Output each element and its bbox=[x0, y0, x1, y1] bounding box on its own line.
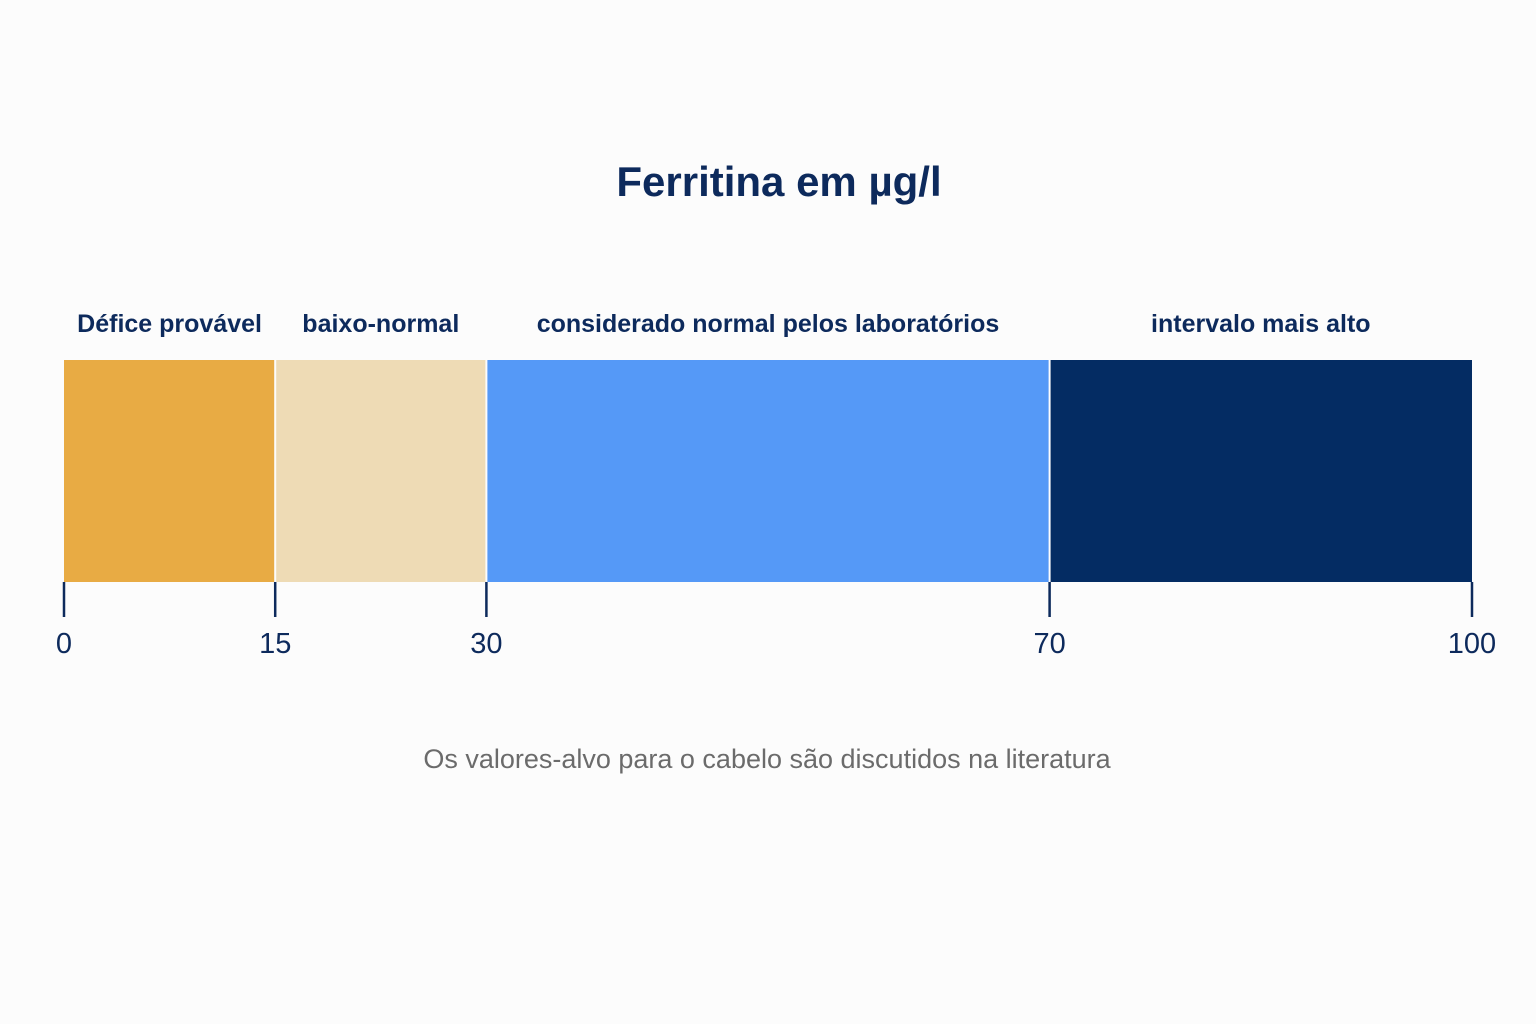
tick-label-100: 100 bbox=[1448, 628, 1496, 660]
tick-label-0: 0 bbox=[56, 628, 72, 660]
tick-label-70: 70 bbox=[1033, 628, 1065, 660]
band-label-defice-provavel: Défice provável bbox=[77, 310, 262, 338]
axis-ticks: 0 15 30 70 100 bbox=[56, 582, 1496, 660]
range-bands bbox=[64, 360, 1472, 582]
tick-label-15: 15 bbox=[259, 628, 291, 660]
chart-title: Ferritina em µg/l bbox=[616, 158, 942, 205]
range-labels: Défice provável baixo-normal considerado n… bbox=[77, 310, 1370, 338]
band-intervalo-mais-alto bbox=[1050, 360, 1472, 582]
footnote: Os valores-alvo para o cabelo são discut… bbox=[423, 744, 1111, 774]
band-considerado-normal-pelos-laboratorios bbox=[487, 360, 1049, 582]
band-label-baixo-normal: baixo-normal bbox=[302, 310, 459, 338]
band-defice-provavel bbox=[64, 360, 275, 582]
band-label-considerado-normal-pelos-laboratorios: considerado normal pelos laboratórios bbox=[537, 310, 1000, 338]
tick-label-30: 30 bbox=[470, 628, 502, 660]
band-label-intervalo-mais-alto: intervalo mais alto bbox=[1151, 310, 1371, 338]
band-baixo-normal bbox=[276, 360, 486, 582]
